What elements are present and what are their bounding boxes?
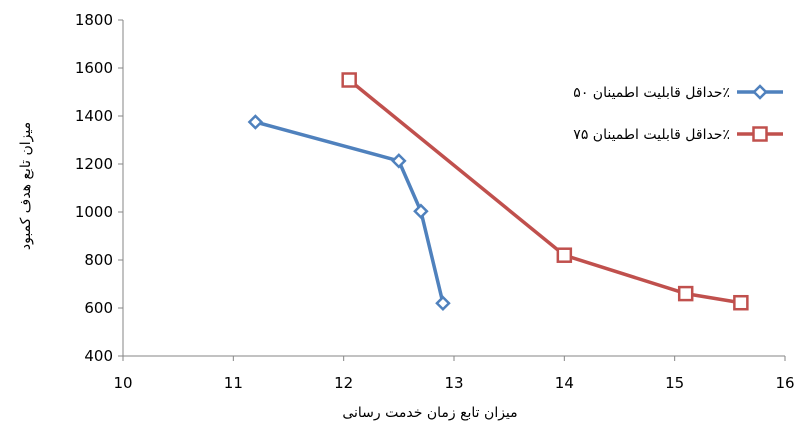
data-point — [733, 294, 749, 311]
data-point — [341, 72, 357, 88]
y-tick-label: 1200 — [75, 155, 113, 173]
y-tick-label: 1000 — [75, 203, 113, 221]
series-line — [254, 120, 445, 304]
legend-marker — [752, 126, 768, 142]
x-tick-label: 14 — [555, 374, 574, 392]
legend: حداقل قابلیت اطمینان ۵۰٪ حداقل قابلیت اطم… — [573, 84, 783, 143]
x-tick-label: 12 — [334, 374, 353, 392]
y-tick-label: 800 — [84, 251, 113, 269]
x-ticks: 10 11 12 13 14 15 16 — [113, 356, 795, 392]
y-tick-label: 1400 — [75, 107, 113, 125]
data-point — [435, 295, 451, 311]
y-ticks: 400 600 800 1000 1200 1400 1600 1800 — [75, 11, 123, 365]
legend-item-2: حداقل قابلیت اطمینان ۷۵٪ — [573, 126, 783, 143]
x-tick-label: 15 — [665, 374, 684, 392]
data-point — [556, 247, 573, 263]
axes — [122, 20, 785, 357]
y-tick-label: 600 — [84, 299, 113, 317]
legend-marker — [752, 84, 768, 100]
series-1 — [247, 114, 451, 311]
legend-label: حداقل قابلیت اطمینان ۷۵٪ — [573, 127, 730, 143]
y-tick-label: 1800 — [75, 11, 113, 29]
x-tick-label: 16 — [775, 374, 794, 392]
data-point — [391, 153, 407, 169]
series-2 — [341, 72, 749, 311]
legend-item-1: حداقل قابلیت اطمینان ۵۰٪ — [573, 84, 783, 101]
series-layer — [247, 72, 749, 311]
x-tick-label: 13 — [444, 374, 463, 392]
y-tick-label: 400 — [84, 347, 113, 365]
series-line — [348, 78, 742, 305]
data-point — [413, 203, 429, 220]
x-tick-label: 11 — [224, 374, 243, 392]
x-axis-title: میزان تابع زمان خدمت رسانی — [342, 405, 517, 421]
legend-label: حداقل قابلیت اطمینان ۵۰٪ — [573, 85, 730, 101]
data-point — [677, 285, 694, 302]
y-tick-label: 1600 — [75, 59, 113, 77]
data-point — [247, 114, 264, 130]
x-tick-label: 10 — [113, 374, 132, 392]
y-axis-title: میزان تابع هدف کمبود — [18, 122, 34, 250]
